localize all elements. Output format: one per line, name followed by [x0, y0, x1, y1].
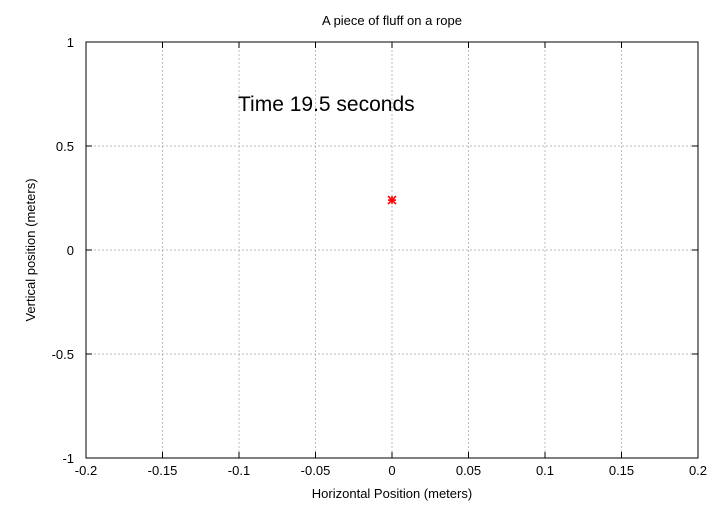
x-tick-label: -0.15: [148, 463, 178, 478]
points: [387, 195, 397, 205]
y-tick-label: 0: [67, 243, 74, 258]
y-tick-label: 1: [67, 35, 74, 50]
y-tick-label: -1: [62, 451, 74, 466]
chart-title: A piece of fluff on a rope: [322, 13, 462, 28]
x-axis-label: Horizontal Position (meters): [312, 486, 472, 501]
y-tick-label: -0.5: [52, 347, 74, 362]
x-tick-label: 0: [388, 463, 395, 478]
grid: [86, 42, 698, 458]
y-tick-label: 0.5: [56, 139, 74, 154]
x-tick-label: -0.05: [301, 463, 331, 478]
x-tick-label: -0.2: [75, 463, 97, 478]
x-tick-label: 0.15: [609, 463, 634, 478]
x-tick-label: -0.1: [228, 463, 250, 478]
y-axis-label: Vertical position (meters): [23, 178, 38, 321]
data-point: [387, 195, 397, 205]
x-tick-label: 0.05: [456, 463, 481, 478]
x-tick-label: 0.2: [689, 463, 707, 478]
x-tick-label: 0.1: [536, 463, 554, 478]
time-annotation: Time 19.5 seconds: [238, 93, 415, 116]
ticks: -0.2 -0.15 -0.1 -0.05 0 0.05 0.1 0.15 0.2 -1 -0.5 0…: [52, 35, 707, 478]
